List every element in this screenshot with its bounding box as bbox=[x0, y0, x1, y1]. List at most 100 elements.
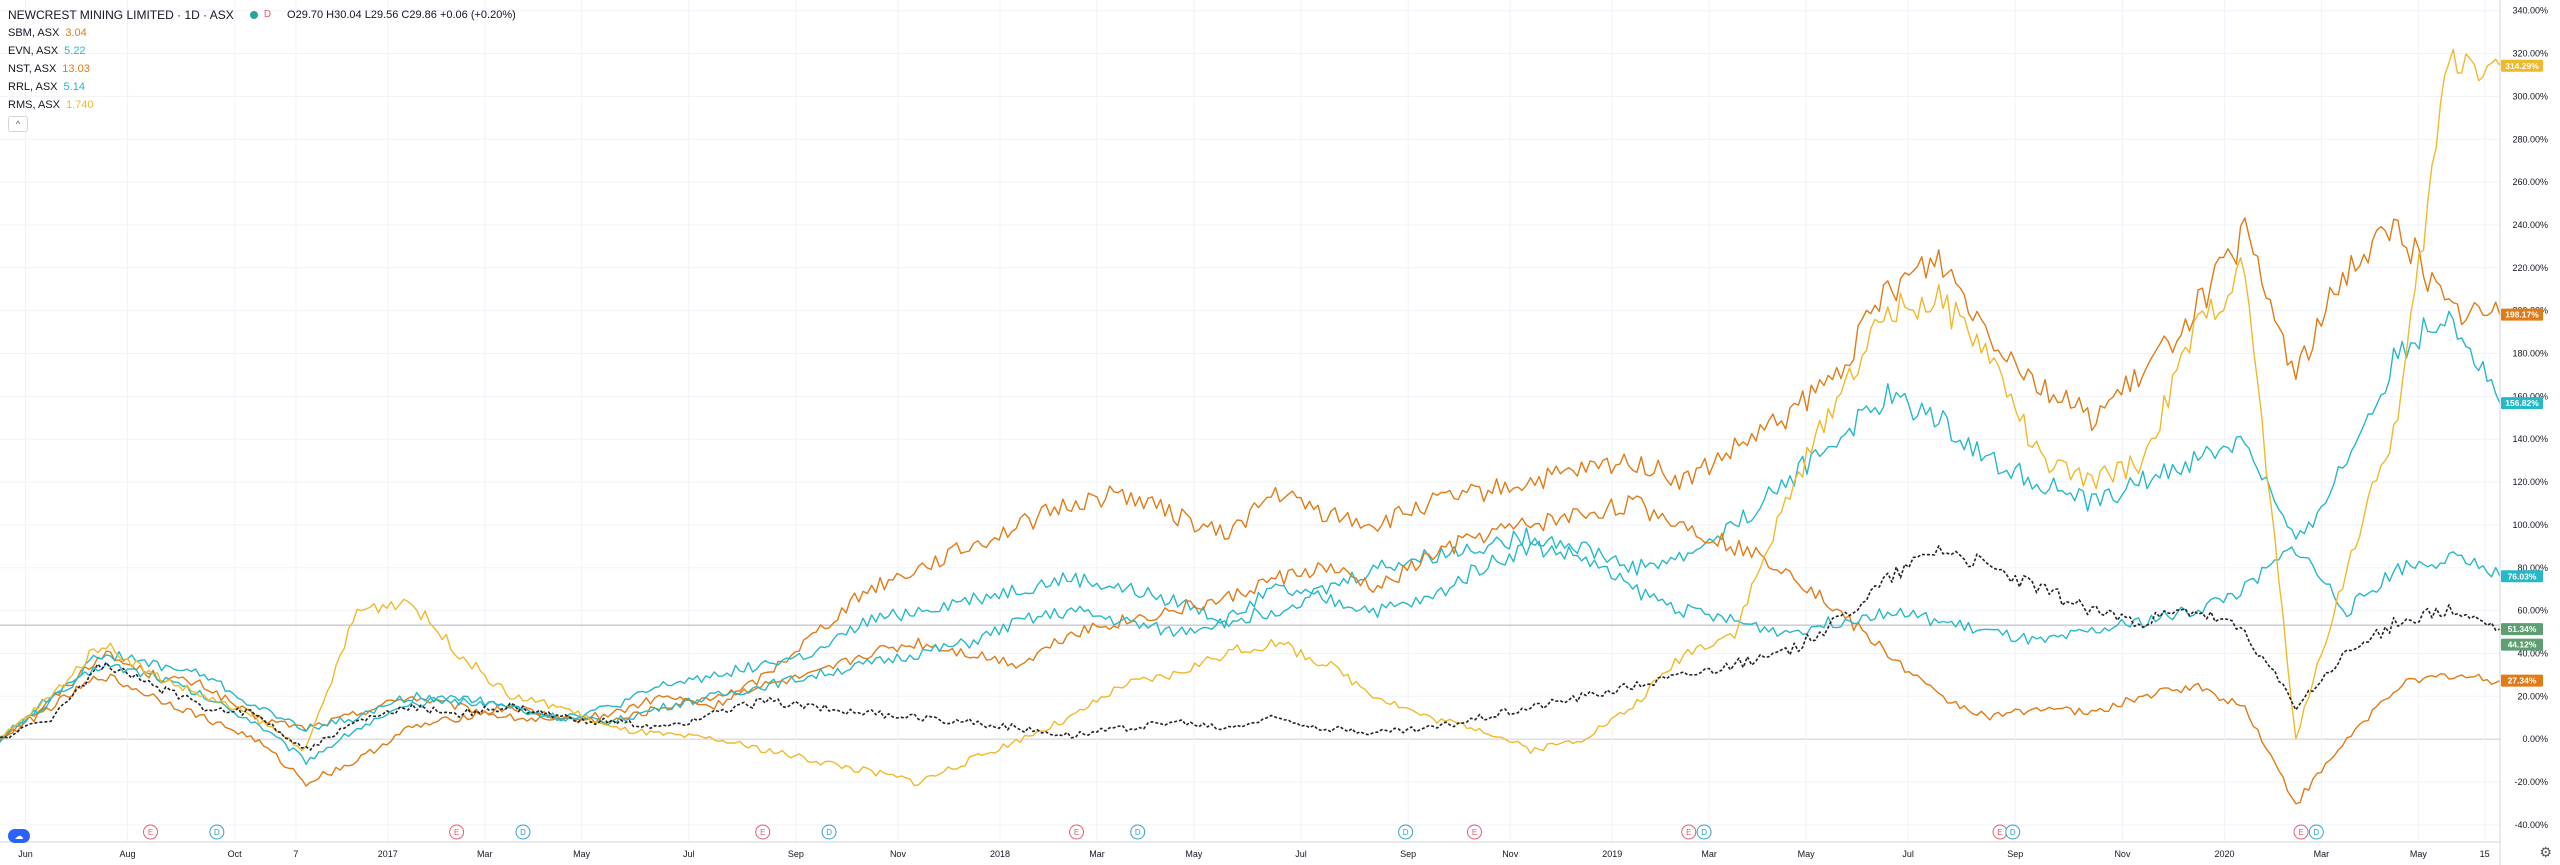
main-symbol-title[interactable]: NEWCREST MINING LIMITED · 1D · ASX bbox=[8, 8, 234, 22]
x-tick-label: Jun bbox=[18, 849, 33, 859]
earnings-marker[interactable]: E bbox=[1466, 824, 1482, 840]
event-marker-circle bbox=[449, 824, 465, 840]
last-value-label: 198.17% bbox=[2501, 308, 2543, 321]
y-tick-label: 300.00% bbox=[2512, 91, 2548, 101]
dividend-marker[interactable]: D bbox=[1130, 824, 1146, 840]
x-tick-label: May bbox=[1798, 849, 1816, 859]
last-value-label: 44.12% bbox=[2501, 638, 2543, 651]
event-marker-circle bbox=[2308, 824, 2324, 840]
event-marker-circle bbox=[2293, 824, 2309, 840]
legend-value: 5.14 bbox=[63, 81, 85, 93]
main-symbol-row[interactable]: NEWCREST MINING LIMITED · 1D · ASX D O29… bbox=[8, 6, 516, 24]
x-tick-label: Mar bbox=[1089, 849, 1105, 859]
event-marker-label: E bbox=[2298, 828, 2303, 837]
dividend-marker[interactable]: D bbox=[515, 824, 531, 840]
dividend-marker[interactable]: D bbox=[2308, 824, 2324, 840]
x-tick-label: Jul bbox=[683, 849, 695, 859]
x-tick-label: Jul bbox=[1295, 849, 1307, 859]
legend-symbol: NST, ASX bbox=[8, 63, 57, 75]
legend-symbol: EVN, ASX bbox=[8, 45, 59, 57]
price-axis[interactable]: -40.00% -20.00% 0.00% 20.00% 40.00% 60.00% 80.… bbox=[2499, 0, 2548, 865]
event-marker-label: D bbox=[214, 828, 220, 837]
x-tick-label: Sep bbox=[2007, 849, 2023, 859]
series-line-evn[interactable] bbox=[0, 310, 2501, 742]
y-tick-label: 40.00% bbox=[2517, 648, 2548, 658]
y-tick-label: 80.00% bbox=[2517, 563, 2548, 573]
x-tick-label: Sep bbox=[788, 849, 804, 859]
legend-value: 1.740 bbox=[65, 99, 94, 111]
legend-item[interactable]: SBM, ASX 3.04 bbox=[8, 24, 516, 42]
time-axis[interactable]: Jun Aug Oct 7 2017 Mar May Jul Sep Nov 2018 Mar May J… bbox=[0, 841, 2500, 859]
y-tick-label: 220.00% bbox=[2512, 263, 2548, 273]
earnings-marker[interactable]: E bbox=[1681, 824, 1697, 840]
x-tick-label: Oct bbox=[228, 849, 243, 859]
last-value-bg bbox=[2501, 674, 2543, 687]
y-tick-label: 0.00% bbox=[2522, 734, 2548, 744]
dividend-marker[interactable]: D bbox=[209, 824, 225, 840]
x-tick-label: 2018 bbox=[990, 849, 1010, 859]
legend-item[interactable]: RMS, ASX 1.740 bbox=[8, 96, 516, 114]
chart-legend: NEWCREST MINING LIMITED · 1D · ASX D O29… bbox=[8, 6, 516, 132]
event-marker-circle bbox=[209, 824, 225, 840]
collapse-legend-button[interactable]: ^ bbox=[8, 116, 28, 132]
earnings-marker[interactable]: E bbox=[755, 824, 771, 840]
dividend-marker[interactable]: D bbox=[1696, 824, 1712, 840]
last-value-label: 51.34% bbox=[2501, 623, 2543, 636]
earnings-marker[interactable]: E bbox=[1069, 824, 1085, 840]
earnings-marker[interactable]: E bbox=[2293, 824, 2309, 840]
x-tick-label: Jul bbox=[1902, 849, 1914, 859]
x-tick-label: Aug bbox=[120, 849, 136, 859]
event-marker-label: E bbox=[760, 828, 765, 837]
series-line-sbm[interactable] bbox=[0, 217, 2501, 741]
x-tick-label: 15 bbox=[2480, 849, 2490, 859]
y-tick-label: 240.00% bbox=[2512, 220, 2548, 230]
event-marker-label: E bbox=[1997, 828, 2002, 837]
dividend-marker[interactable]: D bbox=[821, 824, 837, 840]
last-value-text: 76.03% bbox=[2508, 571, 2537, 581]
last-value-bg bbox=[2501, 397, 2543, 410]
series-line-rms[interactable] bbox=[0, 48, 2501, 787]
y-tick-label: 120.00% bbox=[2512, 477, 2548, 487]
cloud-icon[interactable]: ☁ bbox=[8, 829, 30, 843]
series-line-rrl[interactable] bbox=[0, 540, 2501, 765]
event-marker-circle bbox=[755, 824, 771, 840]
event-marker-circle bbox=[1398, 824, 1414, 840]
last-value-text: 51.34% bbox=[2508, 624, 2537, 634]
last-value-bg bbox=[2501, 59, 2543, 72]
legend-value: 5.22 bbox=[64, 45, 86, 57]
event-marker-circle bbox=[2005, 824, 2021, 840]
dividend-badge: D bbox=[263, 9, 272, 20]
event-marker-label: D bbox=[2313, 828, 2319, 837]
legend-item[interactable]: NST, ASX 13.03 bbox=[8, 60, 516, 78]
x-tick-label: May bbox=[1185, 849, 1203, 859]
legend-item[interactable]: RRL, ASX 5.14 bbox=[8, 78, 516, 96]
last-value-label: 314.29% bbox=[2501, 59, 2543, 72]
earnings-marker[interactable]: E bbox=[143, 824, 159, 840]
legend-symbol: RMS, ASX bbox=[8, 99, 60, 111]
last-value-text: 44.12% bbox=[2508, 640, 2537, 650]
last-value-bg bbox=[2501, 308, 2543, 321]
dividend-marker[interactable]: D bbox=[1398, 824, 1414, 840]
x-tick-label: 7 bbox=[293, 849, 298, 859]
last-value-bg bbox=[2501, 570, 2543, 583]
event-marker-label: E bbox=[1472, 828, 1477, 837]
series-last-value-labels: 314.29% 198.17% 156.82% 76.03% 51.34% 44.12% 2… bbox=[2501, 59, 2543, 687]
x-tick-label: Nov bbox=[2114, 849, 2131, 859]
earnings-marker[interactable]: E bbox=[449, 824, 465, 840]
event-marker-circle bbox=[1069, 824, 1085, 840]
gear-icon[interactable]: ⚙ bbox=[2539, 844, 2552, 860]
y-tick-label: 60.00% bbox=[2517, 606, 2548, 616]
event-marker-circle bbox=[143, 824, 159, 840]
last-value-text: 198.17% bbox=[2505, 310, 2539, 320]
series-line-nst[interactable] bbox=[0, 495, 2501, 805]
event-marker-label: D bbox=[1701, 828, 1707, 837]
series-line-ncm[interactable] bbox=[0, 545, 2501, 751]
y-tick-label: 180.00% bbox=[2512, 349, 2548, 359]
plot-area[interactable] bbox=[0, 48, 2501, 805]
dividend-marker[interactable]: D bbox=[2005, 824, 2021, 840]
legend-item[interactable]: EVN, ASX 5.22 bbox=[8, 42, 516, 60]
last-value-label: 156.82% bbox=[2501, 397, 2543, 410]
earnings-marker[interactable]: E bbox=[1992, 824, 2008, 840]
